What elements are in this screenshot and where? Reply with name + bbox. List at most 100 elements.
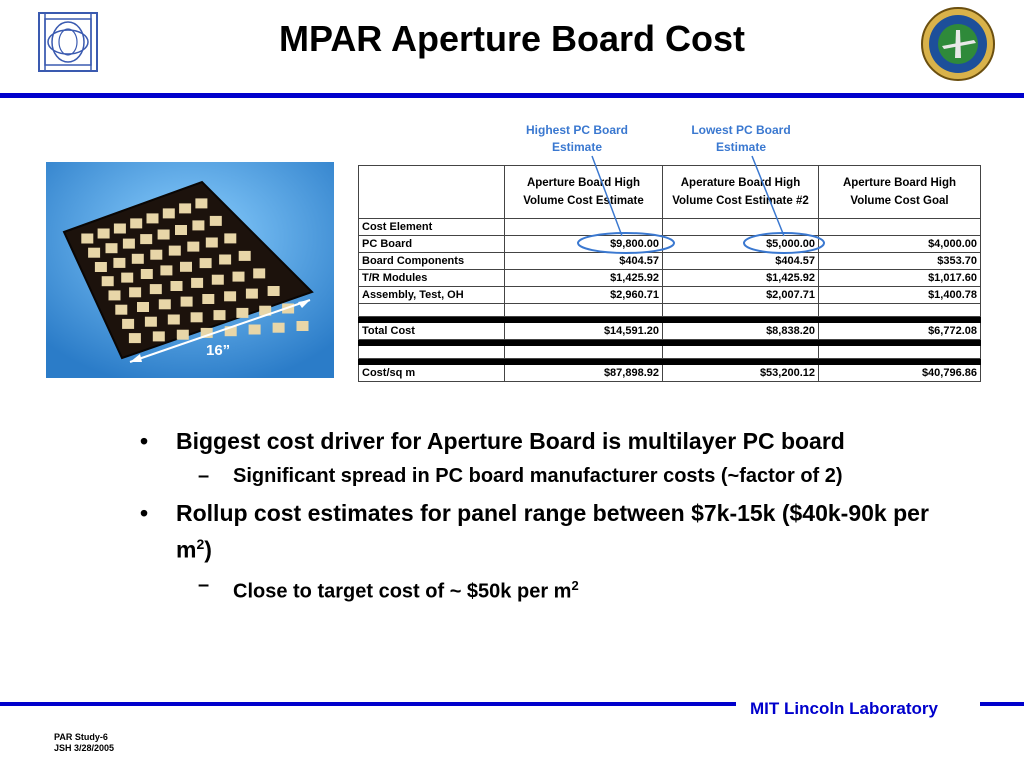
board-pad: [200, 327, 213, 338]
table-row: Assembly, Test, OH $2,960.71 $2,007.71 $…: [358, 286, 981, 304]
highlight-ellipse-high: [577, 232, 675, 254]
board-pad: [179, 203, 192, 214]
bullet-item: • Rollup cost estimates for panel range …: [138, 498, 958, 566]
cell-value: $2,960.71: [504, 286, 663, 304]
cost-table: Aperture Board High Volume Cost Estimate…: [358, 165, 981, 382]
board-pad: [267, 286, 280, 296]
table-row: T/R Modules $1,425.92 $1,425.92 $1,017.6…: [358, 269, 981, 287]
top-divider: [0, 93, 1024, 98]
board-pad: [146, 213, 159, 224]
callout-lowest-estimate: Lowest PC Board Estimate: [676, 122, 806, 156]
board-pad: [158, 299, 171, 310]
board-pad: [152, 331, 165, 342]
footer-lab-name: MIT Lincoln Laboratory: [750, 699, 938, 718]
table-divider: [358, 358, 981, 365]
header-cell: Aperture Board High Volume Cost Estimate: [504, 165, 663, 219]
board-pad: [167, 314, 180, 325]
callout-highest-estimate: Highest PC Board Estimate: [510, 122, 644, 156]
bullet-text-end: ): [204, 536, 212, 563]
board-pad: [140, 269, 153, 279]
board-pad: [130, 218, 143, 229]
board-pad: [113, 257, 126, 268]
board-pad: [187, 241, 200, 252]
bullet-item: • Biggest cost driver for Aperture Board…: [138, 426, 958, 457]
board-pad: [168, 245, 181, 256]
aperture-board-photo: 16”: [46, 162, 334, 378]
header-cell: Aperature Board High Volume Cost Estimat…: [662, 165, 819, 219]
table-row: PC Board $9,800.00 $5,000.00 $4,000.00: [358, 235, 981, 253]
board-pad: [131, 253, 144, 264]
cell-value: $6,772.08: [818, 322, 981, 340]
board-pad: [175, 225, 187, 235]
sub-bullet-dash: –: [198, 465, 210, 487]
board-pad: [128, 333, 141, 344]
table-row-total: Total Cost $14,591.20 $8,838.20 $6,772.0…: [358, 322, 981, 340]
board-pad: [113, 223, 126, 234]
board-pad: [144, 316, 157, 327]
cell-value: $87,898.92: [504, 364, 663, 382]
board-pad: [81, 233, 94, 244]
board-pad: [150, 249, 163, 260]
board-pad: [140, 234, 153, 245]
table-row: Cost Element: [358, 218, 981, 236]
header-cell: Aperture Board High Volume Cost Goal: [818, 165, 981, 219]
superscript: 2: [196, 536, 205, 552]
cell-value: $1,017.60: [818, 269, 981, 287]
callout-highest-line1: Highest PC Board: [525, 123, 628, 137]
table-header-row: Aperture Board High Volume Cost Estimate…: [358, 165, 981, 219]
board-pad: [209, 215, 222, 226]
board-pad: [115, 304, 128, 315]
board-pad: [213, 310, 226, 321]
sub-bullet-item: – Close to target cost of ~ $50k per m2: [138, 572, 958, 606]
cell-value: $53,200.12: [662, 364, 819, 382]
board-pad: [259, 305, 272, 316]
board-pad: [191, 277, 204, 288]
footer-slide-id: PAR Study-6 JSH 3/28/2005: [54, 732, 174, 754]
superscript: 2: [571, 577, 579, 593]
bullet-dot: •: [140, 500, 149, 526]
bullet-list: • Biggest cost driver for Aperture Board…: [138, 426, 958, 613]
board-pad: [224, 233, 237, 244]
page-title: MPAR Aperture Board Cost: [278, 18, 746, 59]
board-pad: [162, 208, 175, 219]
bottom-divider-right: [980, 702, 1024, 706]
board-pad: [192, 220, 205, 231]
callout-leader-low: [751, 155, 785, 237]
board-pad: [236, 307, 249, 318]
board-pad: [122, 318, 135, 329]
bullet-text: Rollup cost estimates for panel range be…: [176, 500, 929, 563]
callout-leader-high: [591, 155, 623, 237]
bullet-text: Biggest cost driver for Aperture Board i…: [176, 428, 845, 454]
table-row-per-sqm: Cost/sq m $87,898.92 $53,200.12 $40,796.…: [358, 364, 981, 382]
board-pad: [245, 288, 258, 299]
board-pad: [157, 229, 170, 240]
board-pad: [296, 321, 309, 331]
board-pad: [149, 284, 162, 295]
row-label: Cost/sq m: [358, 364, 505, 382]
callout-lowest-line1: Lowest PC Board: [691, 123, 791, 137]
aperture-board-illustration: [46, 162, 334, 378]
board-pad: [180, 261, 192, 272]
sub-bullet-text: Significant spread in PC board manufactu…: [233, 465, 843, 487]
callout-lowest-line2: Estimate: [715, 140, 767, 154]
board-pad: [253, 268, 266, 279]
lincoln-lab-logo-icon: [38, 12, 98, 72]
board-pad: [105, 243, 118, 254]
board-pad: [108, 290, 121, 301]
dimension-label: 16”: [206, 342, 231, 359]
board-pad: [94, 262, 107, 272]
cell-value: $404.57: [662, 252, 819, 270]
highlight-ellipse-low: [743, 232, 825, 254]
faa-seal-icon: [921, 7, 995, 81]
board-pad: [101, 276, 114, 287]
board-pad: [88, 247, 101, 258]
sub-bullet-item: – Significant spread in PC board manufac…: [138, 463, 958, 490]
board-pad: [238, 250, 251, 261]
board-pad: [176, 329, 189, 340]
board-pad: [219, 254, 232, 265]
board-pad: [224, 291, 237, 302]
board-pad: [129, 287, 142, 298]
board-pad: [180, 296, 193, 307]
board-pad: [248, 324, 261, 335]
